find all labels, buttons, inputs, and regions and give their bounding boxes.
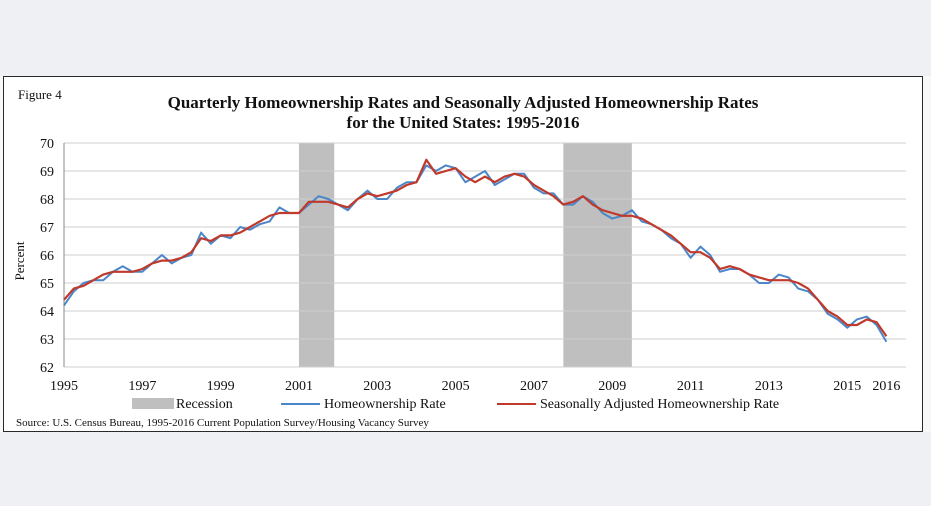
legend-homeownership-label: Homeownership Rate bbox=[324, 397, 446, 412]
x-tick-label: 1999 bbox=[207, 379, 235, 394]
y-axis-label: Percent bbox=[12, 241, 27, 280]
y-tick-label: 68 bbox=[40, 193, 54, 208]
x-tick-label: 2009 bbox=[598, 379, 626, 394]
y-tick-label: 65 bbox=[40, 277, 54, 292]
series-lines bbox=[63, 158, 888, 343]
y-axis-ticks: 62 63 64 65 66 67 68 69 70 bbox=[40, 137, 54, 376]
x-axis-ticks: 1995 1997 1999 2001 2003 2005 2007 2009 2011 2013… bbox=[50, 379, 900, 394]
y-tick-label: 64 bbox=[40, 305, 54, 320]
x-tick-label: 2015 bbox=[833, 379, 861, 394]
x-tick-label: 2016 bbox=[872, 379, 900, 394]
x-tick-label: 2013 bbox=[755, 379, 783, 394]
x-tick-label: 2003 bbox=[363, 379, 391, 394]
y-tick-label: 70 bbox=[40, 137, 54, 152]
legend-recession-swatch bbox=[132, 398, 174, 409]
background-band-bottom bbox=[0, 432, 931, 506]
source-note: Source: U.S. Census Bureau, 1995-2016 Cu… bbox=[16, 417, 429, 429]
legend-adjusted-label: Seasonally Adjusted Homeownership Rate bbox=[540, 397, 779, 412]
chart-title-line2: for the United States: 1995-2016 bbox=[347, 113, 580, 132]
homeownership-chart: Figure 4 Quarterly Homeownership Rates a… bbox=[12, 87, 906, 429]
x-tick-label: 2007 bbox=[520, 379, 548, 394]
x-tick-label: 1995 bbox=[50, 379, 78, 394]
y-tick-label: 62 bbox=[40, 361, 54, 376]
chart-title-line1: Quarterly Homeownership Rates and Season… bbox=[168, 93, 759, 112]
x-tick-label: 2011 bbox=[677, 379, 704, 394]
series-line-seasonally-adjusted-rate bbox=[63, 158, 888, 337]
y-tick-label: 67 bbox=[40, 221, 54, 236]
legend-recession-label: Recession bbox=[176, 397, 233, 412]
y-tick-label: 66 bbox=[40, 249, 54, 264]
figure-label: Figure 4 bbox=[18, 87, 62, 102]
x-tick-label: 2005 bbox=[442, 379, 470, 394]
x-tick-label: 2001 bbox=[285, 379, 313, 394]
y-tick-label: 69 bbox=[40, 165, 54, 180]
y-tick-label: 63 bbox=[40, 333, 54, 348]
legend: Recession Homeownership Rate Seasonally … bbox=[132, 397, 779, 412]
x-tick-label: 1997 bbox=[128, 379, 156, 394]
figure-frame: Figure 4 Quarterly Homeownership Rates a… bbox=[3, 76, 923, 432]
background-band-top bbox=[0, 0, 931, 76]
